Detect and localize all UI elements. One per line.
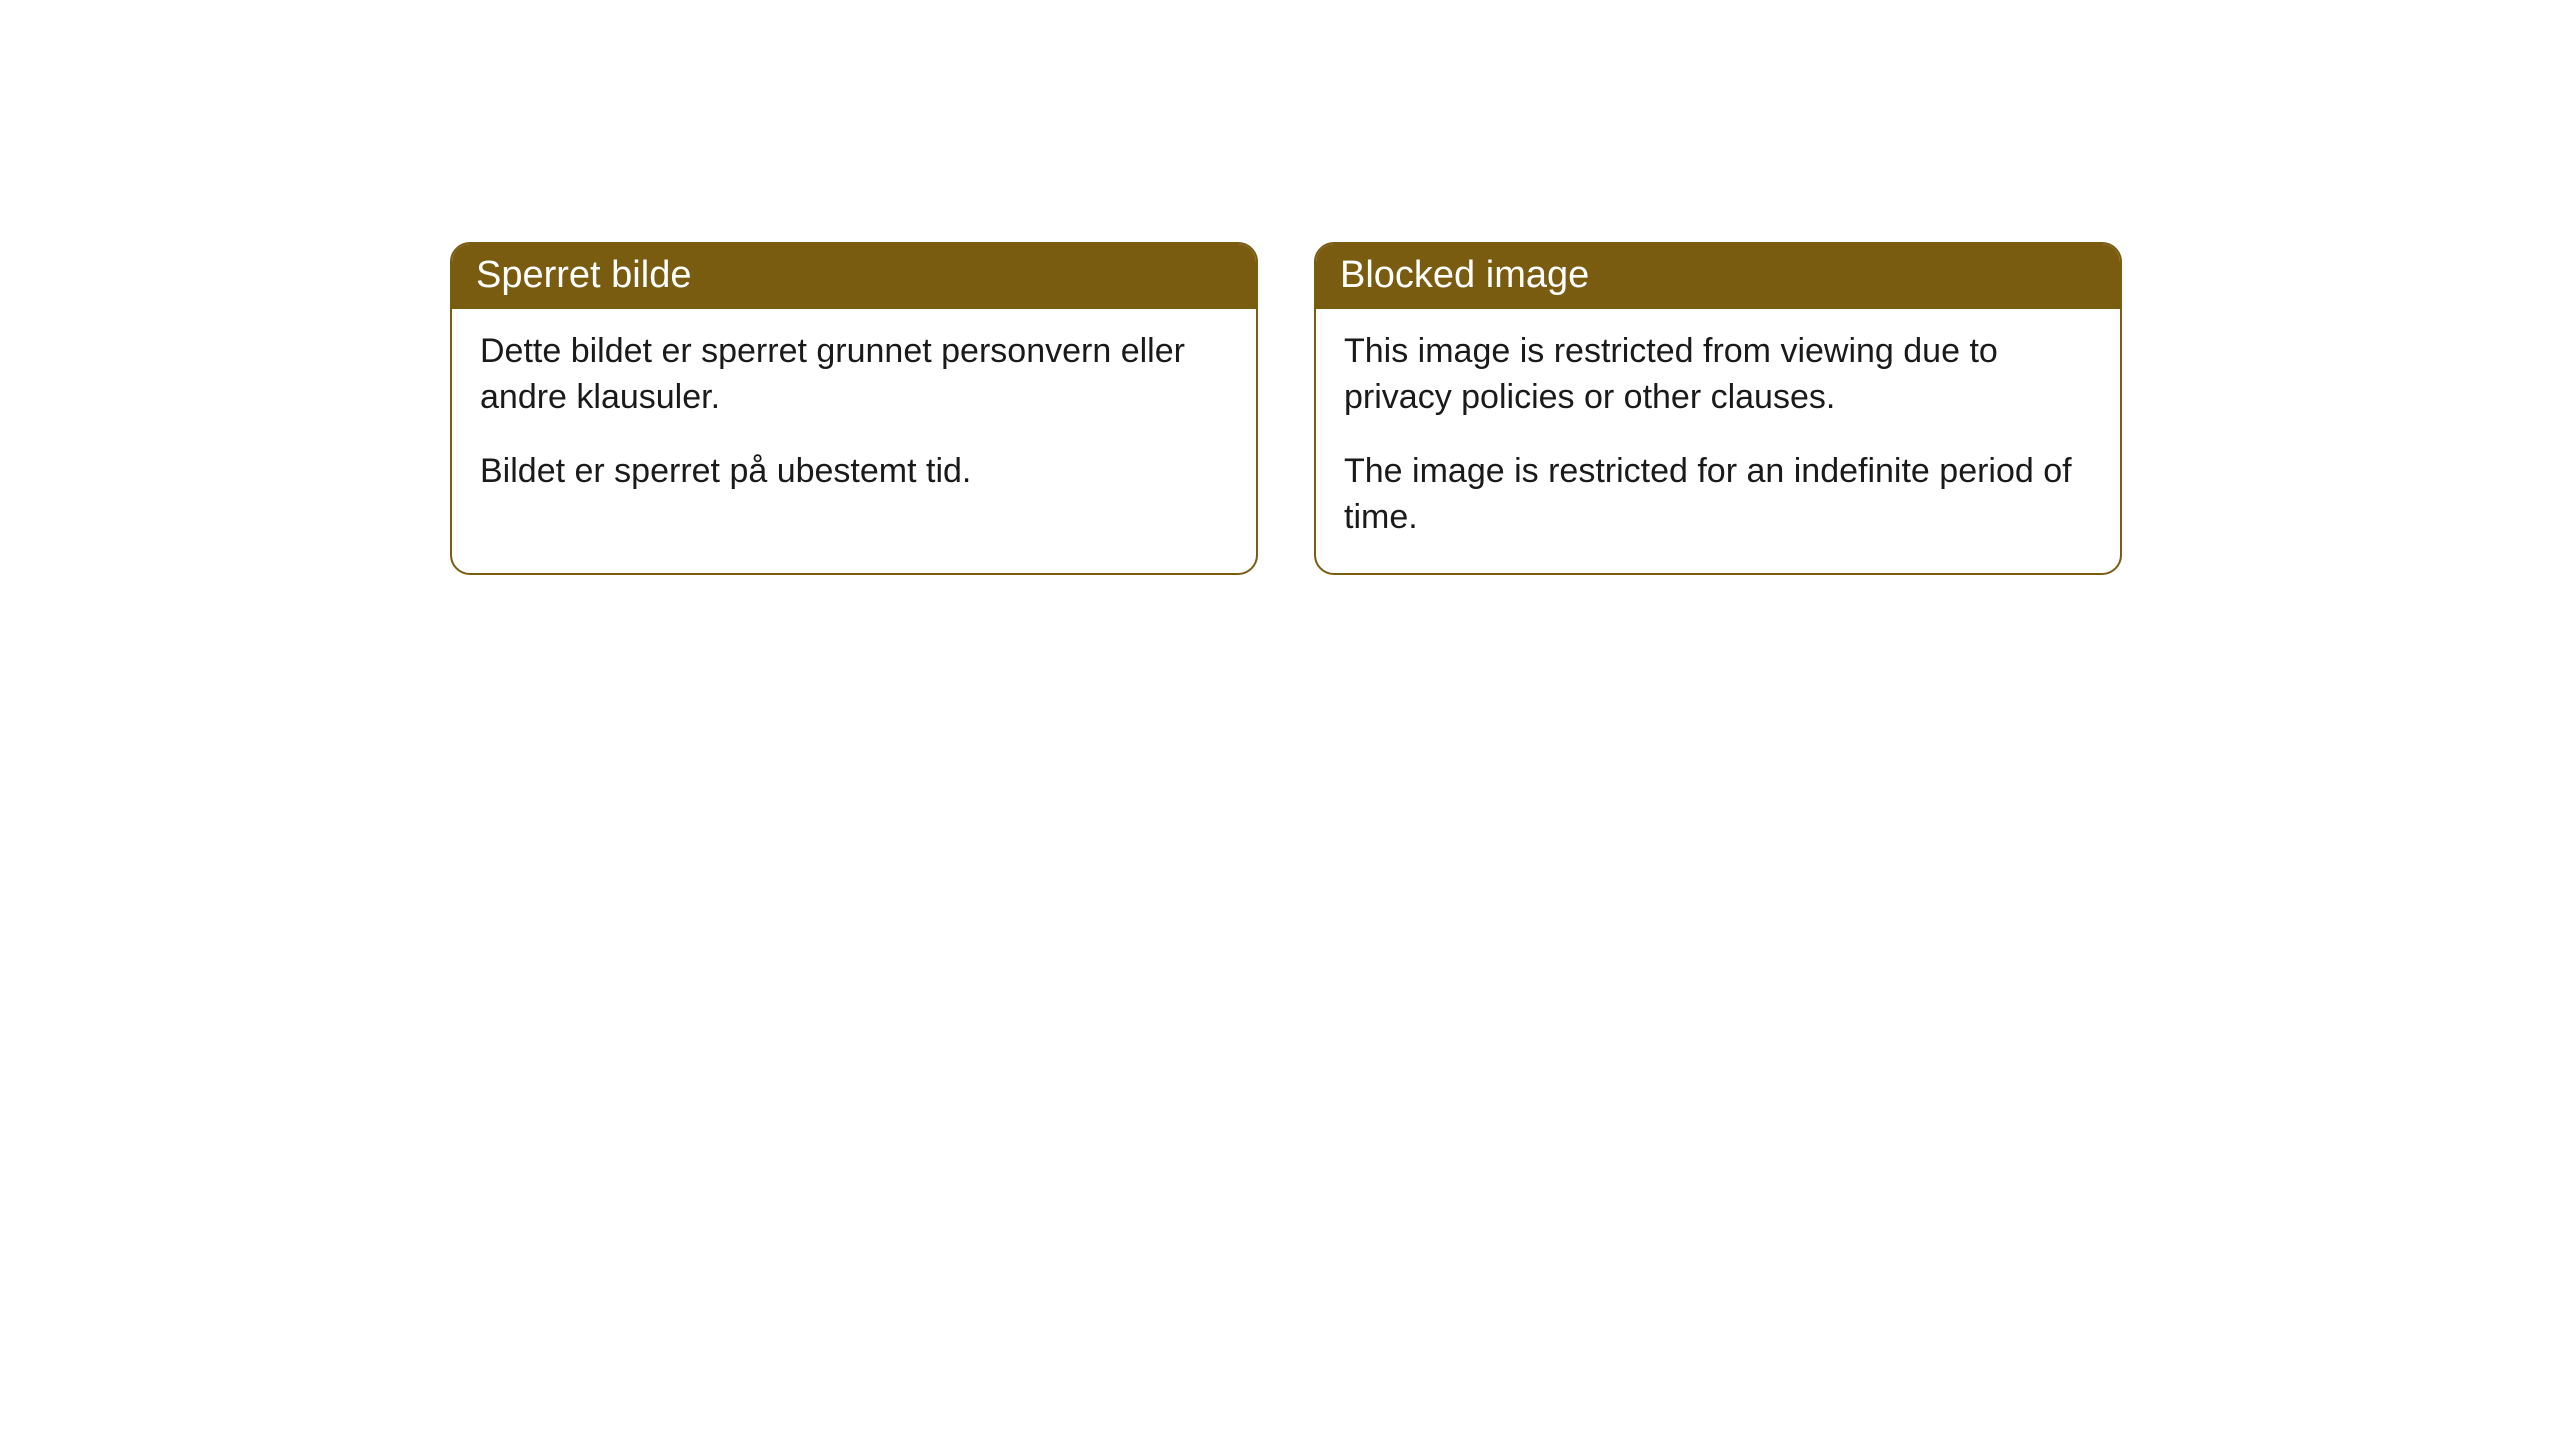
card-body-en: This image is restricted from viewing du… (1316, 309, 2120, 573)
card-title-en: Blocked image (1340, 254, 1589, 296)
card-para2-en: The image is restricted for an indefinit… (1344, 449, 2092, 541)
card-para2-no: Bildet er sperret på ubestemt tid. (480, 449, 1228, 495)
cards-container: Sperret bilde Dette bildet er sperret gr… (0, 0, 2560, 575)
card-header-en: Blocked image (1316, 244, 2120, 309)
card-body-no: Dette bildet er sperret grunnet personve… (452, 309, 1256, 527)
card-para1-no: Dette bildet er sperret grunnet personve… (480, 329, 1228, 421)
card-title-no: Sperret bilde (476, 254, 691, 296)
card-para1-en: This image is restricted from viewing du… (1344, 329, 2092, 421)
card-header-no: Sperret bilde (452, 244, 1256, 309)
blocked-image-card-en: Blocked image This image is restricted f… (1314, 242, 2122, 575)
blocked-image-card-no: Sperret bilde Dette bildet er sperret gr… (450, 242, 1258, 575)
